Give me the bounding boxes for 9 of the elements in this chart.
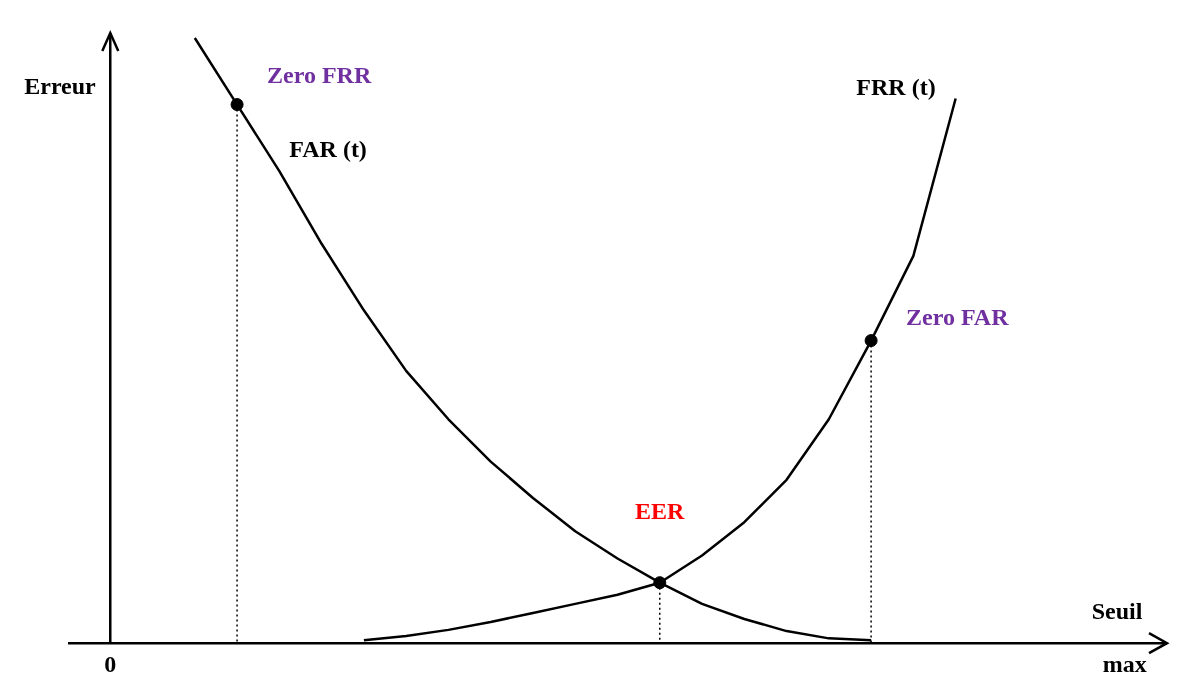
x-axis-title: Seuil — [1091, 598, 1143, 625]
y-axis-title: Erreur — [24, 73, 97, 100]
series-label: FRR (t) — [856, 73, 936, 100]
series-label: FAR (t) — [289, 136, 367, 163]
annotation: EER — [635, 497, 686, 524]
annotation: Zero FAR — [906, 303, 1010, 330]
annotation: Zero FRR — [267, 61, 372, 88]
x-tick-label: max — [1102, 650, 1147, 677]
x-tick-label: 0 — [104, 650, 117, 677]
